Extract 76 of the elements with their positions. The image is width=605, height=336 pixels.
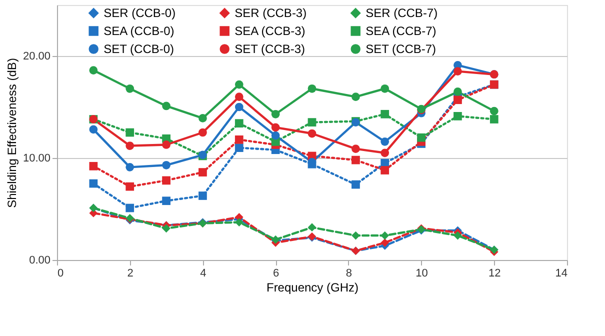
point: [89, 125, 98, 134]
y-tick-label: 10.00: [22, 152, 50, 164]
x-tick-label: 12: [488, 268, 501, 280]
point: [380, 231, 390, 240]
point: [162, 160, 170, 170]
point: [454, 96, 462, 104]
point: [234, 135, 244, 144]
x-tick-label: 0: [58, 268, 64, 280]
point: [380, 138, 390, 146]
x-tick-label: 8: [346, 268, 352, 280]
point: [380, 166, 390, 174]
legend-label: SEA (CCB-0): [104, 24, 174, 38]
point: [162, 140, 170, 149]
point: [454, 112, 462, 120]
x-axis-title: Frequency (GHz): [266, 280, 359, 294]
point: [352, 144, 360, 153]
point: [162, 224, 170, 233]
point: [234, 144, 244, 152]
point: [162, 176, 170, 185]
point: [308, 118, 316, 126]
point: [308, 223, 316, 232]
legend-label: SER (CCB-3): [234, 6, 307, 20]
y-tick-label: 20.00: [22, 50, 50, 62]
point: [126, 128, 134, 137]
point: [380, 238, 390, 247]
point: [234, 102, 244, 112]
point: [352, 156, 360, 164]
point: [126, 84, 134, 93]
x-tick-label: 2: [127, 268, 134, 280]
legend-label: SET (CCB-0): [104, 42, 174, 56]
point: [271, 123, 280, 132]
point: [126, 182, 134, 191]
point: [234, 80, 244, 89]
x-tick-label: 4: [200, 268, 206, 280]
point: [234, 218, 244, 226]
legend-label: SET (CCB-7): [366, 42, 436, 56]
point: [490, 106, 498, 116]
point: [352, 231, 360, 240]
point: [89, 66, 98, 74]
point: [308, 129, 316, 138]
point: [271, 131, 280, 140]
point: [380, 110, 390, 118]
point: [198, 114, 207, 122]
legend-label: SET (CCB-3): [234, 42, 306, 56]
point: [380, 148, 390, 158]
point: [380, 84, 390, 93]
point: [352, 180, 360, 189]
legend-label: SER (CCB-0): [104, 6, 176, 20]
point: [454, 88, 462, 96]
point: [454, 231, 462, 240]
x-tick-label: 6: [273, 268, 280, 280]
point: [198, 168, 207, 176]
point: [234, 119, 244, 128]
point: [417, 133, 426, 142]
point: [271, 110, 280, 118]
point: [126, 142, 134, 150]
point: [198, 128, 207, 137]
point: [198, 192, 207, 200]
point: [162, 196, 170, 206]
point: [454, 67, 462, 76]
legend-label: SEA (CCB-7): [366, 24, 436, 38]
legend-label: SER (CCB-7): [366, 6, 438, 20]
y-axis-title: Shielding Effectiveness (dB): [4, 58, 19, 208]
point: [490, 115, 498, 124]
point: [234, 92, 244, 101]
point: [89, 179, 98, 188]
legend-label: SEA (CCB-3): [234, 24, 306, 38]
point: [89, 162, 98, 170]
point: [308, 84, 316, 93]
point: [352, 92, 360, 101]
x-tick-label: 10: [416, 268, 428, 280]
y-tick-label: 0.00: [29, 254, 50, 266]
x-tick-label: 14: [555, 268, 568, 280]
point: [126, 163, 134, 172]
point: [126, 204, 134, 212]
point: [162, 102, 170, 110]
